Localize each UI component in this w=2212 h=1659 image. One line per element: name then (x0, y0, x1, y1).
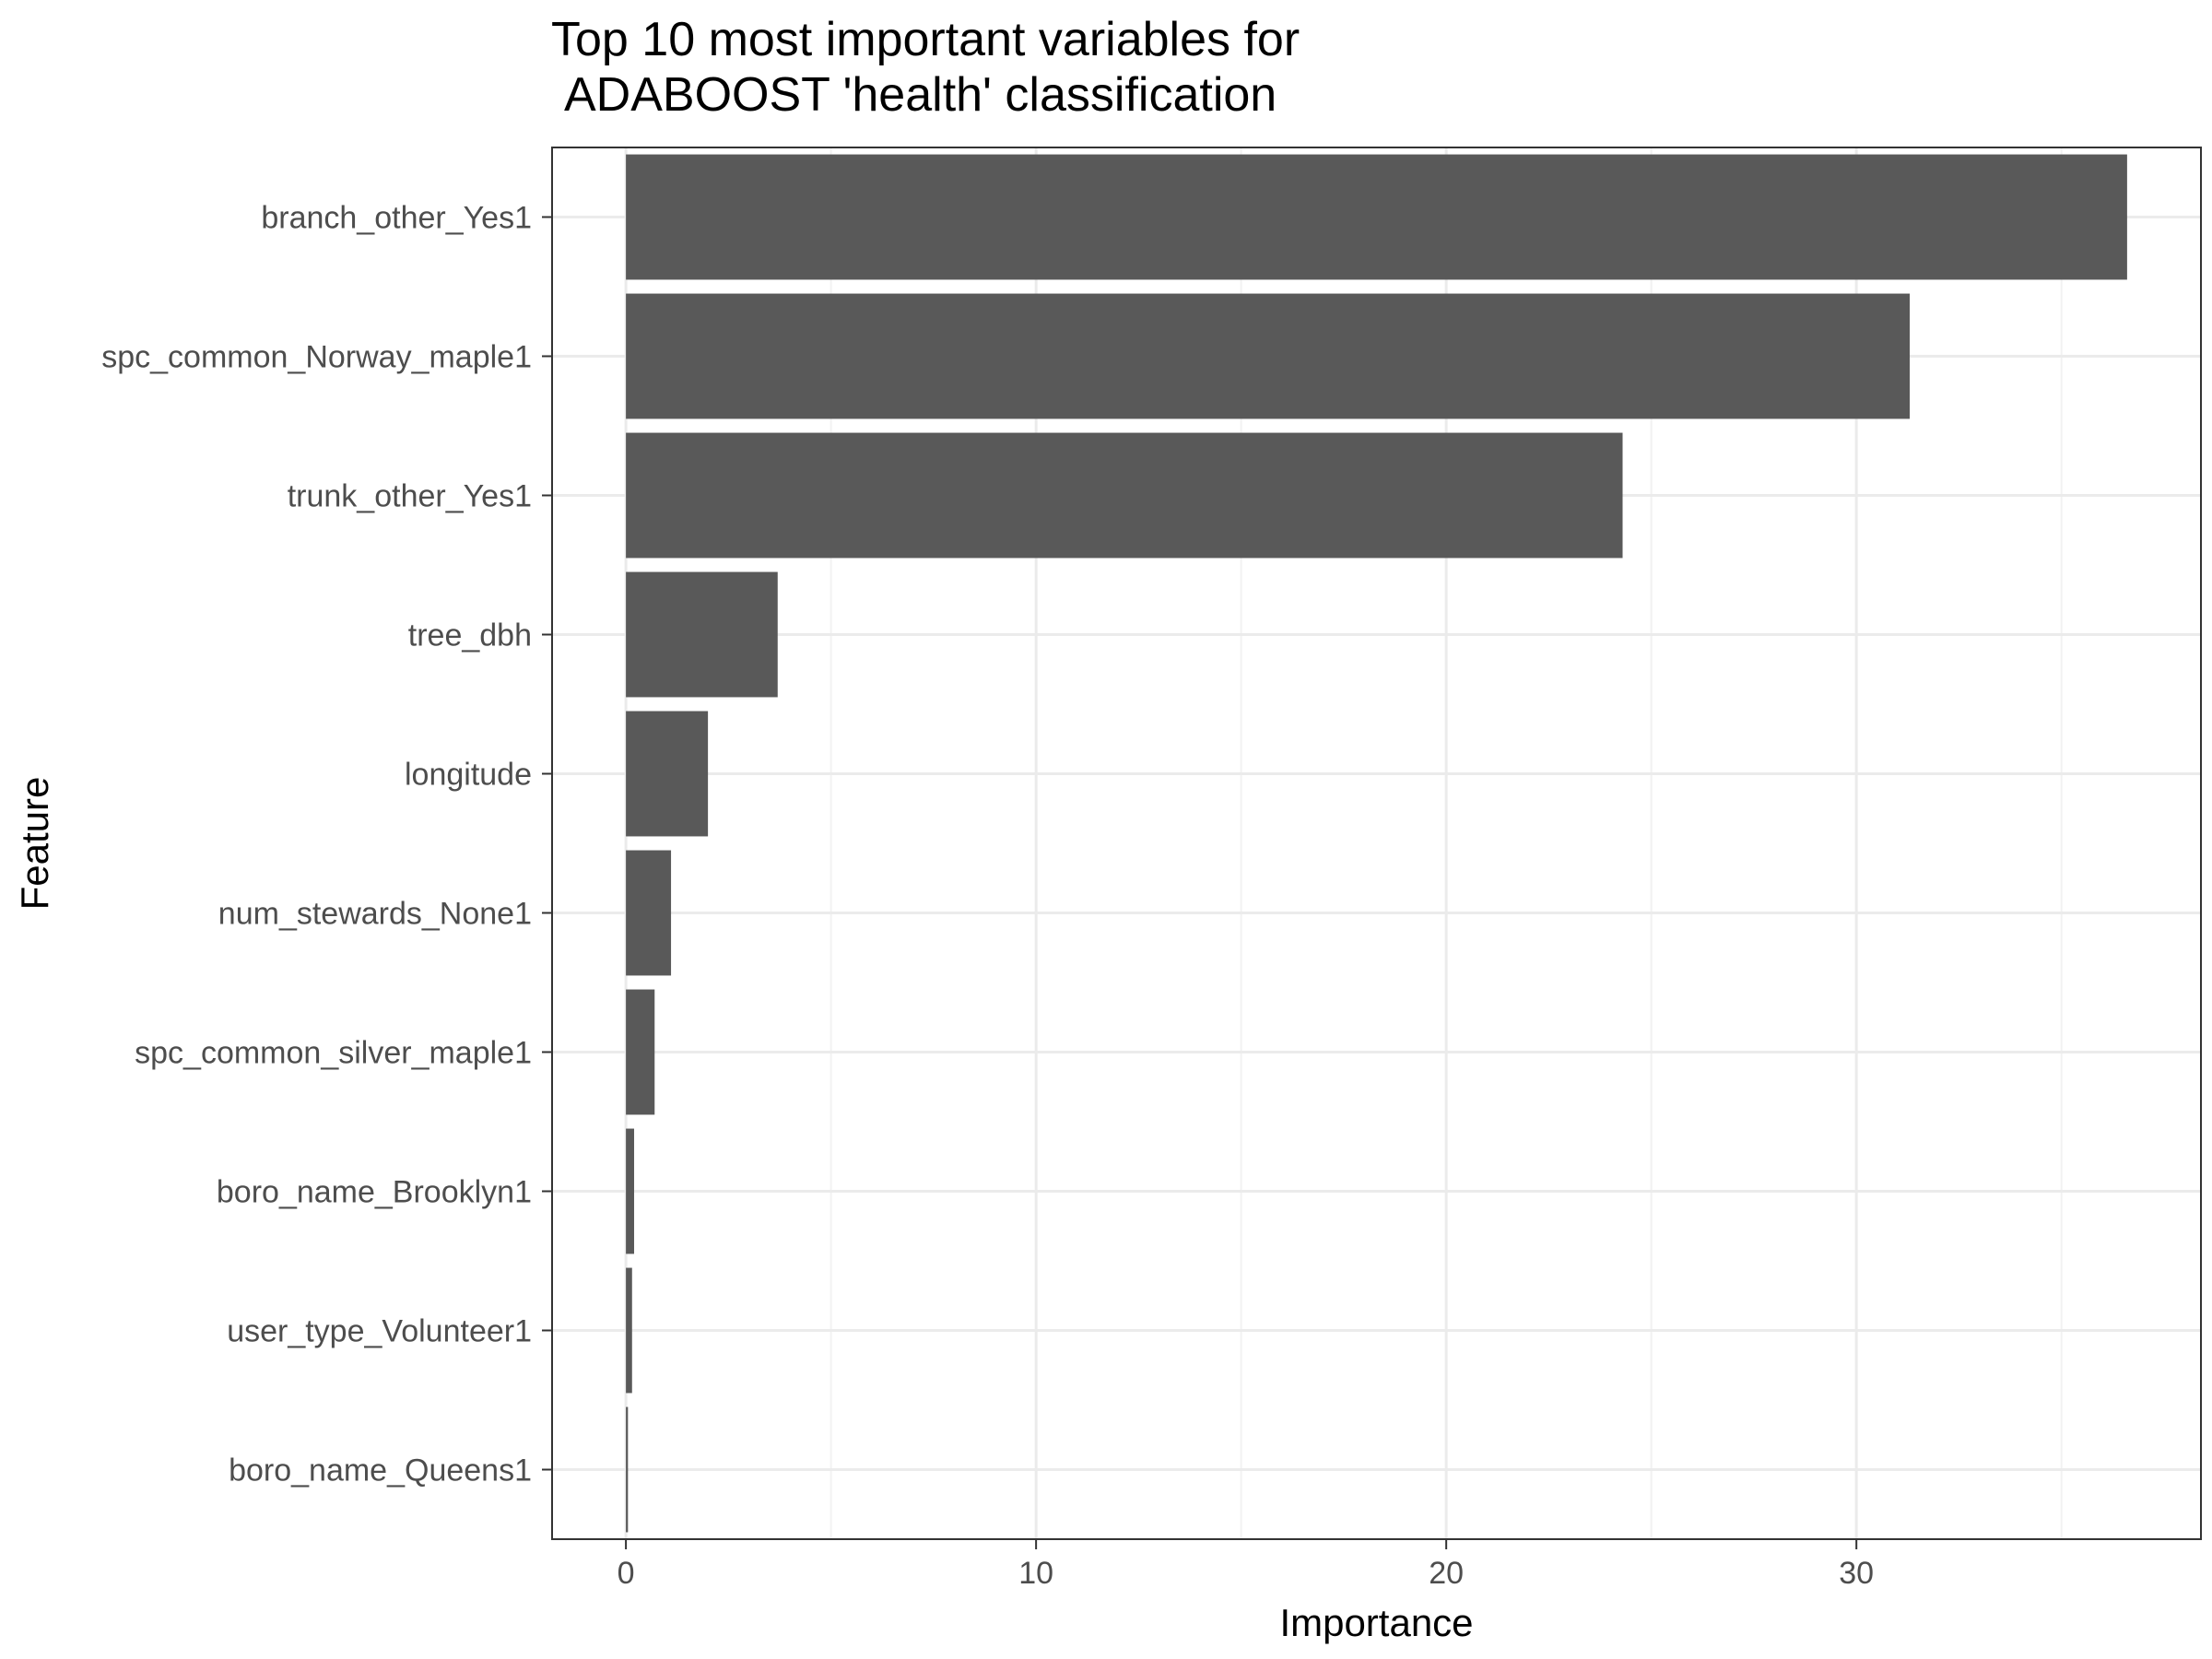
y-tick-label: boro_name_Queens1 (229, 1453, 532, 1488)
y-tick-label: branch_other_Yes1 (261, 201, 532, 236)
x-tick-label: 10 (1018, 1556, 1053, 1591)
y-tick-label: tree_dbh (408, 618, 532, 653)
bar-num_stewards_None1 (626, 850, 672, 976)
y-axis-title: Feature (13, 777, 56, 911)
bar-boro_name_Brooklyn1 (626, 1128, 635, 1254)
x-axis-title: Importance (1279, 1601, 1473, 1644)
bar-spc_common_Norway_maple1 (626, 293, 1911, 419)
y-tick-label: trunk_other_Yes1 (288, 479, 532, 514)
chart-title: Top 10 most important variables for ADAB… (551, 13, 1300, 122)
y-tick-label: spc_common_silver_maple1 (135, 1036, 532, 1071)
y-tick-label: longitude (405, 758, 532, 793)
bar-spc_common_silver_maple1 (626, 989, 655, 1115)
x-tick-label: 30 (1839, 1556, 1874, 1591)
bar-user_type_Volunteer1 (626, 1267, 632, 1394)
bar-branch_other_Yes1 (626, 154, 2127, 280)
y-tick-label: spc_common_Norway_maple1 (101, 340, 532, 375)
chart-title-line-1: Top 10 most important variables for (551, 13, 1300, 66)
bars (626, 154, 2127, 1533)
bar-boro_name_Queens1 (626, 1406, 629, 1533)
chart-title-line-2: ADABOOST 'health' classification (564, 68, 1277, 122)
y-axis-ticks: branch_other_Yes1 spc_common_Norway_maple… (101, 201, 552, 1488)
y-tick-label: boro_name_Brooklyn1 (217, 1175, 532, 1210)
y-tick-label: user_type_Volunteer1 (227, 1314, 532, 1349)
bar-trunk_other_Yes1 (626, 432, 1623, 559)
bar-longitude (626, 711, 709, 837)
bar-tree_dbh (626, 571, 778, 698)
x-tick-label: 0 (618, 1556, 635, 1591)
x-tick-label: 20 (1429, 1556, 1464, 1591)
y-tick-label: num_stewards_None1 (218, 897, 532, 932)
panel-border (551, 147, 2202, 1540)
x-axis-ticks: 0 10 20 30 (618, 1539, 1874, 1591)
